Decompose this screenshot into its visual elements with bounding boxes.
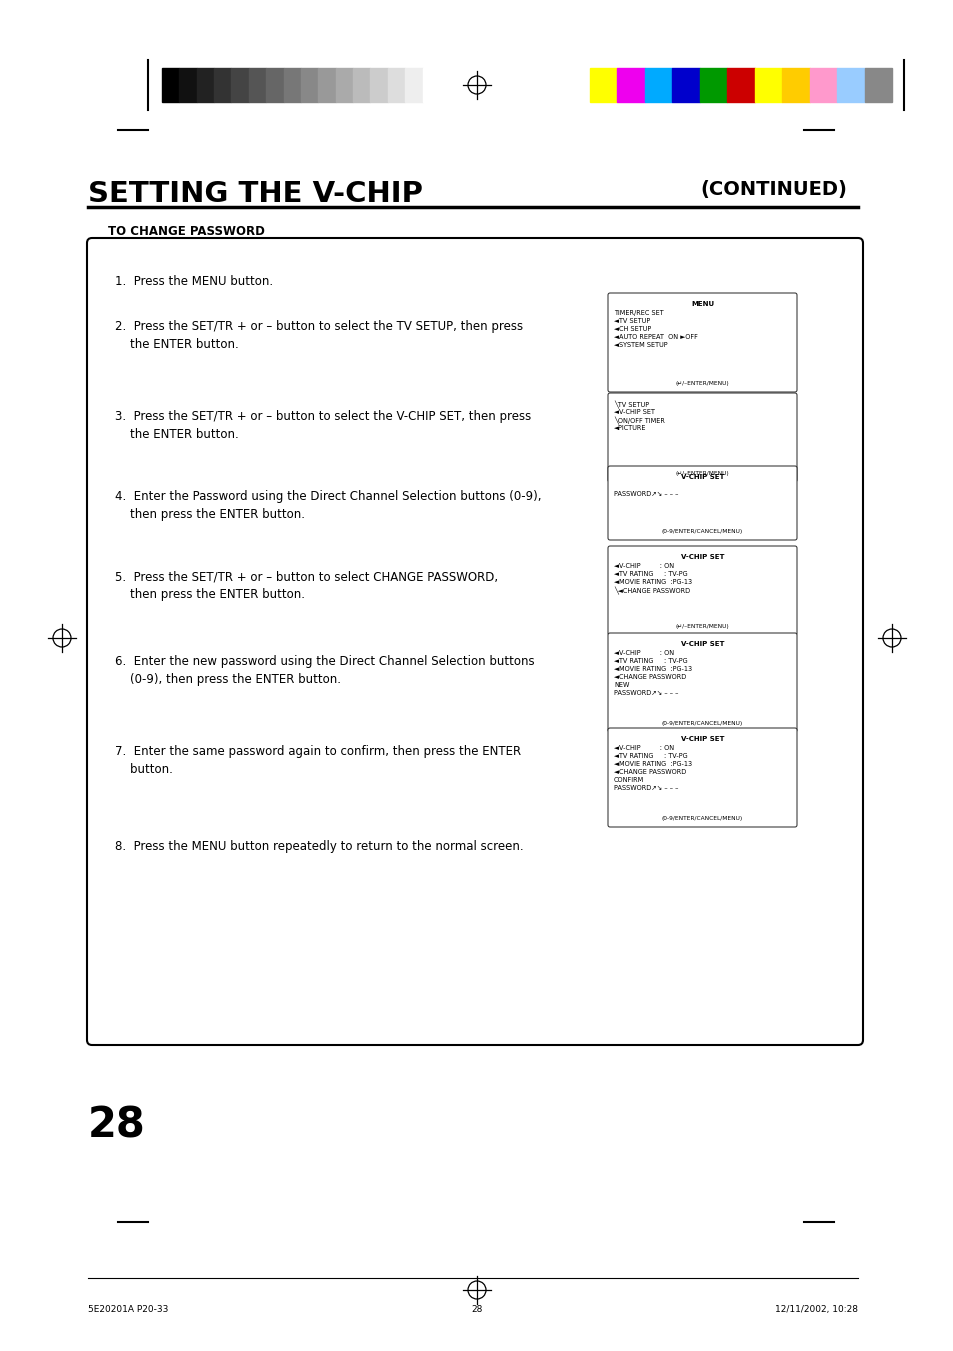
Text: NEW: NEW [614, 682, 629, 688]
Bar [301, 68, 318, 101]
Text: ◄V-CHIP         : ON: ◄V-CHIP : ON [614, 563, 674, 569]
Text: 3.  Press the SET/TR + or – button to select the V-CHIP SET, then press
    the : 3. Press the SET/TR + or – button to sel… [115, 409, 531, 440]
Text: 5.  Press the SET/TR + or – button to select CHANGE PASSWORD,
    then press the: 5. Press the SET/TR + or – button to sel… [115, 570, 497, 601]
FancyBboxPatch shape [87, 238, 862, 1046]
Bar [179, 68, 196, 101]
Bar [232, 68, 249, 101]
Text: ◄AUTO REPEAT  ON ►OFF: ◄AUTO REPEAT ON ►OFF [614, 334, 698, 340]
Text: V-CHIP SET: V-CHIP SET [680, 474, 723, 480]
Text: ◄MOVIE RATING  :PG-13: ◄MOVIE RATING :PG-13 [614, 761, 691, 767]
Text: 5E20201A P20-33: 5E20201A P20-33 [88, 1305, 168, 1315]
Text: V-CHIP SET: V-CHIP SET [680, 736, 723, 742]
FancyBboxPatch shape [607, 293, 796, 392]
FancyBboxPatch shape [607, 728, 796, 827]
Text: ◄TV RATING     : TV-PG: ◄TV RATING : TV-PG [614, 753, 687, 759]
Bar [162, 68, 179, 101]
Text: ◄V-CHIP         : ON: ◄V-CHIP : ON [614, 650, 674, 657]
Text: CONFIRM: CONFIRM [614, 777, 643, 784]
Text: ◄CH SETUP: ◄CH SETUP [614, 326, 651, 332]
Text: ◄CHANGE PASSWORD: ◄CHANGE PASSWORD [614, 674, 685, 680]
Bar [405, 68, 422, 101]
Bar [196, 68, 213, 101]
Bar [353, 68, 370, 101]
Text: 7.  Enter the same password again to confirm, then press the ENTER
    button.: 7. Enter the same password again to conf… [115, 744, 520, 775]
Text: ◄MOVIE RATING  :PG-13: ◄MOVIE RATING :PG-13 [614, 580, 691, 585]
Text: ◄V-CHIP         : ON: ◄V-CHIP : ON [614, 744, 674, 751]
Text: TIMER/REC SET: TIMER/REC SET [614, 309, 663, 316]
Text: (0-9/ENTER/CANCEL/MENU): (0-9/ENTER/CANCEL/MENU) [661, 816, 742, 821]
FancyBboxPatch shape [607, 393, 796, 482]
Bar [422, 68, 439, 101]
Bar [700, 68, 726, 101]
Bar [335, 68, 353, 101]
Bar [617, 68, 644, 101]
Text: (↵/–ENTER/MENU): (↵/–ENTER/MENU) [675, 624, 729, 630]
Bar [672, 68, 700, 101]
Text: (↵/–ENTER/MENU): (↵/–ENTER/MENU) [675, 471, 729, 476]
FancyBboxPatch shape [607, 634, 796, 732]
Text: ◄PICTURE: ◄PICTURE [614, 426, 646, 431]
Text: MENU: MENU [690, 301, 713, 307]
Bar [388, 68, 405, 101]
Text: ◄V-CHIP SET: ◄V-CHIP SET [614, 409, 654, 415]
Text: (0-9/ENTER/CANCEL/MENU): (0-9/ENTER/CANCEL/MENU) [661, 530, 742, 534]
Text: 28: 28 [88, 1105, 146, 1147]
Bar [266, 68, 283, 101]
Text: ╲TV SETUP: ╲TV SETUP [614, 401, 648, 409]
Text: ◄SYSTEM SETUP: ◄SYSTEM SETUP [614, 342, 667, 349]
Bar [370, 68, 388, 101]
Text: (CONTINUED): (CONTINUED) [700, 180, 846, 199]
Bar [318, 68, 335, 101]
Bar [213, 68, 232, 101]
FancyBboxPatch shape [607, 466, 796, 540]
Text: ╲◄CHANGE PASSWORD: ╲◄CHANGE PASSWORD [614, 586, 689, 596]
Text: 8.  Press the MENU button repeatedly to return to the normal screen.: 8. Press the MENU button repeatedly to r… [115, 840, 523, 852]
FancyBboxPatch shape [607, 546, 796, 635]
Bar [781, 68, 809, 101]
Text: 2.  Press the SET/TR + or – button to select the TV SETUP, then press
    the EN: 2. Press the SET/TR + or – button to sel… [115, 320, 522, 351]
Bar [249, 68, 266, 101]
Text: V-CHIP SET: V-CHIP SET [680, 554, 723, 561]
Text: 28: 28 [471, 1305, 482, 1315]
Bar [754, 68, 781, 101]
Text: V-CHIP SET: V-CHIP SET [680, 640, 723, 647]
Text: 4.  Enter the Password using the Direct Channel Selection buttons (0-9),
    the: 4. Enter the Password using the Direct C… [115, 490, 541, 521]
Bar [644, 68, 672, 101]
Text: PASSWORD↗↘ – – –: PASSWORD↗↘ – – – [614, 785, 678, 790]
Text: ◄TV RATING     : TV-PG: ◄TV RATING : TV-PG [614, 658, 687, 663]
Text: ◄TV RATING     : TV-PG: ◄TV RATING : TV-PG [614, 571, 687, 577]
Bar [809, 68, 836, 101]
Text: 1.  Press the MENU button.: 1. Press the MENU button. [115, 276, 273, 288]
Text: ◄MOVIE RATING  :PG-13: ◄MOVIE RATING :PG-13 [614, 666, 691, 671]
Text: TO CHANGE PASSWORD: TO CHANGE PASSWORD [108, 226, 265, 238]
Text: ◄TV SETUP: ◄TV SETUP [614, 317, 650, 324]
Text: ◄CHANGE PASSWORD: ◄CHANGE PASSWORD [614, 769, 685, 775]
Bar [283, 68, 301, 101]
Text: 12/11/2002, 10:28: 12/11/2002, 10:28 [774, 1305, 857, 1315]
Text: PASSWORD↗↘ – – –: PASSWORD↗↘ – – – [614, 690, 678, 696]
Bar [726, 68, 754, 101]
Text: SETTING THE V-CHIP: SETTING THE V-CHIP [88, 180, 422, 208]
Text: 6.  Enter the new password using the Direct Channel Selection buttons
    (0-9),: 6. Enter the new password using the Dire… [115, 655, 534, 686]
Bar [589, 68, 617, 101]
Text: (↵/–ENTER/MENU): (↵/–ENTER/MENU) [675, 381, 729, 386]
Text: (0-9/ENTER/CANCEL/MENU): (0-9/ENTER/CANCEL/MENU) [661, 721, 742, 725]
Bar [836, 68, 863, 101]
Text: ╲ON/OFF TIMER: ╲ON/OFF TIMER [614, 417, 664, 426]
Bar [863, 68, 891, 101]
Text: PASSWORD↗↘ – – –: PASSWORD↗↘ – – – [614, 490, 678, 497]
